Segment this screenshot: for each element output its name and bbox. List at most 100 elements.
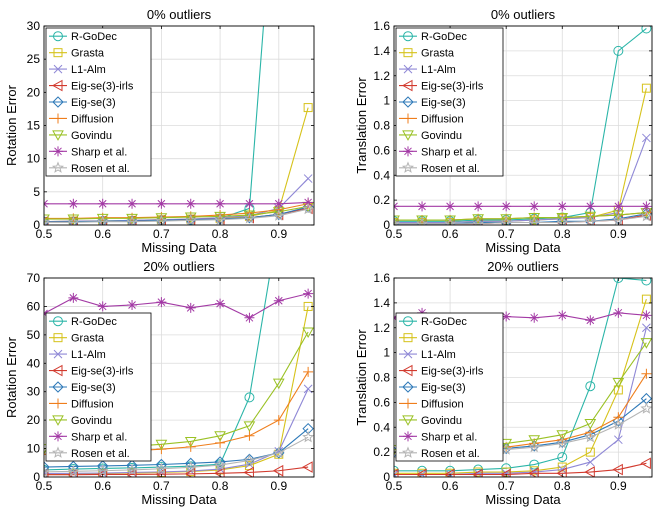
legend-label-r-godec: R-GoDec — [421, 31, 467, 43]
data-point-sharp-et-al — [127, 300, 138, 311]
data-point-sharp-et-al — [185, 302, 196, 313]
series-line-sharp-et-al — [44, 293, 309, 319]
data-point-eig-se-3 — [44, 461, 50, 473]
data-point-sharp-et-al — [585, 201, 596, 212]
legend-marker-diffusion — [403, 398, 413, 409]
series-line-grasta — [394, 298, 647, 474]
y-tick-label: 0 — [33, 470, 40, 484]
legend-marker-govindu — [52, 415, 64, 426]
data-point-r-godec — [244, 392, 255, 403]
legend-marker-grasta — [53, 333, 63, 343]
data-point-sharp-et-al — [473, 201, 484, 212]
legend-label-eig-se-3: Eig-se(3) — [421, 97, 466, 109]
legend-marker-grasta — [53, 48, 63, 58]
legend-marker-eig-se-3 — [402, 381, 414, 393]
data-point-l1-alm — [585, 457, 595, 467]
data-point-rosen-et-al — [416, 217, 429, 225]
legend-marker-l1-alm — [53, 349, 63, 359]
y-axis-label: Translation Error — [354, 77, 369, 174]
data-point-eig-se-3 — [185, 457, 197, 470]
y-tick-label: 0.2 — [373, 193, 390, 207]
series-group — [394, 26, 652, 225]
data-point-govindu — [528, 213, 541, 224]
data-point-eig-se-3-irls — [67, 468, 78, 477]
x-tick-label: 0.8 — [554, 227, 571, 241]
data-point-sharp-et-al — [273, 295, 284, 306]
legend-marker-rosen-et-al — [401, 161, 415, 173]
data-point-eig-se-3 — [155, 458, 168, 471]
data-point-eig-se-3 — [44, 215, 50, 225]
legend-label-l1-alm: L1-Alm — [71, 64, 106, 76]
y-tick-label: 10 — [27, 152, 41, 166]
x-tick-label: 0.7 — [498, 479, 515, 493]
legend-label-grasta: Grasta — [71, 333, 105, 345]
data-point-rosen-et-al — [214, 213, 227, 225]
series-line-l1-alm — [394, 137, 647, 224]
data-point-sharp-et-al — [273, 198, 284, 209]
series-line-rosen-et-al — [44, 208, 309, 223]
x-tick-label: 0.6 — [94, 479, 111, 493]
ticks: 0.5 0.6 0.7 0.8 0.9 0 0.2 0.4 0.6 0.8 1 1.2 1.4 1.6 — [373, 271, 652, 493]
legend-marker-eig-se-3-irls — [401, 364, 413, 377]
data-point-govindu — [302, 327, 314, 339]
x-tick-label: 0.8 — [554, 479, 571, 493]
y-tick-label: 1.4 — [373, 44, 390, 58]
series-line-eig-se-3 — [44, 428, 309, 468]
legend-label-sharp-et-al: Sharp et al. — [71, 146, 127, 158]
data-point-rosen-et-al — [302, 202, 314, 215]
legend-marker-eig-se-3-irls — [51, 79, 63, 92]
legend-label-r-godec: R-GoDec — [71, 316, 117, 328]
y-tick-label: 0.6 — [373, 143, 390, 157]
data-point-sharp-et-al — [156, 297, 167, 308]
legend-marker-r-godec — [53, 316, 63, 327]
data-point-eig-se-3 — [302, 422, 314, 435]
chart-panel-2: 0.5 0.6 0.7 0.8 0.9 0 0.2 0.4 0.6 0.8 1 1.2 1.4 1.6 0%… — [354, 7, 653, 255]
data-point-rosen-et-al — [184, 214, 197, 225]
legend-label-govindu: Govindu — [71, 415, 112, 427]
data-point-sharp-et-al — [529, 201, 540, 212]
x-tick-label: 0.9 — [270, 227, 287, 241]
legend-label-l1-alm: L1-Alm — [421, 349, 456, 361]
data-point-l1-alm — [642, 133, 651, 143]
data-point-govindu — [243, 210, 256, 222]
x-axis-label: Missing Data — [141, 240, 217, 255]
data-point-r-godec — [641, 26, 652, 34]
data-point-diffusion — [215, 437, 226, 448]
legend-marker-l1-alm — [403, 64, 413, 74]
data-point-eig-se-3-irls — [528, 467, 539, 477]
chart-panel-3: 0.5 0.6 0.7 0.8 0.9 0 10 20 30 40 50 60 70 20% outlie… — [4, 259, 315, 507]
legend-marker-l1-alm — [403, 349, 413, 359]
x-tick-label: 0.6 — [442, 479, 459, 493]
data-point-sharp-et-al — [303, 288, 314, 299]
data-point-eig-se-3 — [472, 216, 484, 225]
legend: R-GoDec Grasta L1-Alm Eig-se(3)-irls Eig-se(… — [45, 27, 152, 177]
data-point-govindu — [640, 338, 652, 349]
data-point-govindu — [416, 215, 428, 225]
x-tick-label: 0.5 — [36, 227, 53, 241]
y-tick-label: 0 — [383, 218, 390, 232]
data-point-govindu — [96, 213, 109, 225]
data-point-eig-se-3-irls — [472, 468, 483, 477]
y-tick-label: 1.2 — [373, 321, 390, 335]
x-tick-label: 0.9 — [610, 227, 627, 241]
legend: R-GoDec Grasta L1-Alm Eig-se(3)-irls Eig-se(… — [395, 312, 504, 462]
legend-label-rosen-et-al: Rosen et al. — [421, 448, 480, 460]
legend-label-grasta: Grasta — [421, 48, 455, 60]
x-tick-label: 0.9 — [610, 479, 627, 493]
data-point-eig-se-3 — [556, 215, 568, 225]
data-point-rosen-et-al — [640, 209, 652, 222]
data-point-rosen-et-al — [444, 217, 457, 225]
legend-label-govindu: Govindu — [71, 130, 112, 142]
data-point-govindu — [528, 435, 541, 446]
data-point-govindu — [272, 378, 285, 390]
legend-label-sharp-et-al: Sharp et al. — [71, 431, 127, 443]
data-point-govindu — [394, 215, 400, 225]
data-point-govindu — [214, 211, 226, 223]
x-tick-label: 0.6 — [94, 227, 111, 241]
legend-marker-grasta — [403, 48, 413, 58]
x-tick-label: 0.5 — [386, 227, 403, 241]
series-line-rosen-et-al — [394, 215, 647, 225]
legend-marker-diffusion — [53, 113, 63, 124]
data-point-l1-alm — [394, 470, 399, 477]
data-point-govindu — [184, 436, 197, 448]
